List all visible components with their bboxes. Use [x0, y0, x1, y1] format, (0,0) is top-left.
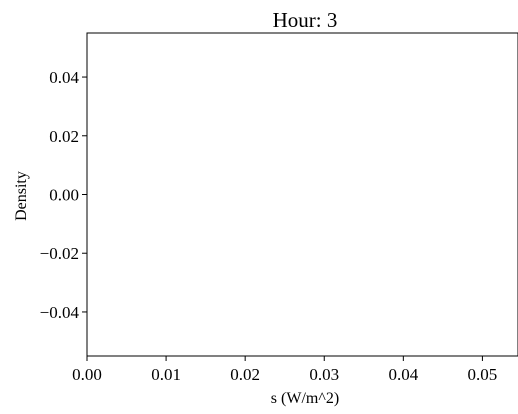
y-tick-label: 0.04: [49, 68, 79, 87]
x-tick-label: 0.03: [309, 365, 339, 384]
x-tick-label: 0.02: [230, 365, 260, 384]
y-label-clip-mask: [0, 150, 15, 240]
x-tick-label: 0.00: [72, 365, 102, 384]
x-axis-label: s (W/m^2): [271, 390, 339, 407]
x-tick-label: 0.01: [151, 365, 181, 384]
chart-title: Hour: 3: [273, 8, 338, 32]
x-axis-ticks: 0.00 0.01 0.02 0.03 0.04 0.05: [72, 356, 497, 384]
y-tick-label: −0.04: [40, 303, 80, 322]
y-tick-label: −0.02: [40, 244, 79, 263]
y-axis-ticks: 0.04 0.02 0.00 −0.02 −0.04: [40, 68, 87, 322]
y-tick-label: 0.00: [49, 186, 79, 205]
y-axis-label-group: Density: [13, 171, 30, 221]
y-axis-label: Density: [13, 171, 30, 221]
x-tick-label: 0.05: [468, 365, 498, 384]
x-tick-label: 0.04: [388, 365, 418, 384]
plot-area-frame: [86, 32, 518, 357]
y-tick-label: 0.02: [49, 127, 79, 146]
